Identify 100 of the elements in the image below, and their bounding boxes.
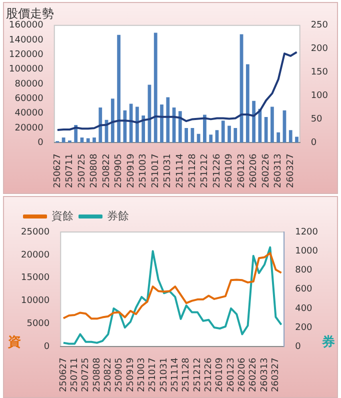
x-tick-label: 250711 <box>70 358 80 392</box>
y-tick-label: 120000 <box>8 50 44 60</box>
x-tick-label: 251031 <box>159 358 170 392</box>
y-tick-label: 25000 <box>20 227 50 238</box>
y2-tick-label: 800 <box>295 266 313 276</box>
y-tick-label: 10000 <box>20 296 50 306</box>
bar <box>86 138 90 143</box>
bar <box>246 64 250 143</box>
y-tick-label: 20000 <box>20 250 50 260</box>
bar <box>184 128 188 143</box>
x-tick-label: 251128 <box>188 153 198 188</box>
y2-tick-label: 0 <box>310 138 317 148</box>
bar <box>288 130 292 143</box>
y-tick-label: 5000 <box>26 319 50 330</box>
y2-tick-label: 0 <box>295 342 302 352</box>
bar <box>209 134 213 143</box>
bar <box>221 120 225 143</box>
x-tick-label: 260109 <box>224 153 235 188</box>
bar <box>264 116 268 143</box>
x-tick-label: 250725 <box>77 154 88 188</box>
bar <box>98 107 102 143</box>
legend-label: 券餘 <box>107 209 129 222</box>
bar <box>178 111 182 143</box>
x-tick-label: 260226 <box>248 357 259 392</box>
x-tick-label: 250905 <box>114 154 124 188</box>
bar <box>258 108 262 143</box>
bar <box>129 104 133 143</box>
y-tick-label: 60000 <box>14 94 44 104</box>
x-tick-label: 260109 <box>215 357 226 392</box>
bar <box>160 104 164 143</box>
bar <box>166 97 170 143</box>
y-tick-label: 80000 <box>14 79 44 90</box>
y-tick-label: 20000 <box>14 123 44 134</box>
x-tick-label: 251031 <box>163 154 174 188</box>
bar <box>252 100 256 143</box>
y2-tick-label: 400 <box>295 304 313 314</box>
y-tick-label: 0 <box>44 342 50 352</box>
bar <box>295 136 298 143</box>
bar <box>190 128 194 143</box>
bar <box>136 106 139 143</box>
x-tick-label: 250711 <box>65 154 76 188</box>
y2-tick-label: 100 <box>310 91 328 102</box>
x-tick-label: 260206 <box>249 153 260 188</box>
y2-tick-label: 200 <box>295 322 313 333</box>
y2-tick-label: 600 <box>295 284 313 295</box>
bar <box>123 110 127 143</box>
y2-axis-title: 券 <box>321 335 335 350</box>
x-tick-label: 250725 <box>81 358 92 392</box>
x-tick-label: 250808 <box>92 357 102 392</box>
x-tick-label: 251114 <box>170 357 180 392</box>
x-tick-label: 251128 <box>182 357 192 392</box>
bar <box>196 134 200 143</box>
bar <box>117 34 120 143</box>
y2-tick-label: 250 <box>310 20 328 31</box>
x-tick-label: 260313 <box>260 358 270 392</box>
bar <box>68 140 72 143</box>
bar <box>234 128 238 143</box>
x-tick-label: 251017 <box>150 154 161 188</box>
bar <box>270 106 274 143</box>
x-tick-label: 251226 <box>204 357 214 392</box>
y-tick-label: 140000 <box>8 35 44 46</box>
y2-tick-label: 200 <box>310 44 328 54</box>
x-tick-label: 260206 <box>238 357 248 392</box>
x-tick-label: 251003 <box>136 358 147 392</box>
x-tick-label: 260123 <box>236 154 247 188</box>
y-tick-label: 15000 <box>20 273 50 284</box>
bar <box>203 114 206 143</box>
x-tick-label: 250905 <box>114 358 125 392</box>
x-tick-label: 250808 <box>90 153 100 188</box>
y2-tick-label: 150 <box>310 68 328 78</box>
y-tick-label: 160000 <box>8 20 44 31</box>
x-tick-label: 250627 <box>52 154 63 188</box>
bar <box>154 32 158 143</box>
x-tick-label: 260313 <box>274 154 284 188</box>
y2-tick-label: 1000 <box>295 246 318 256</box>
bar <box>142 116 146 143</box>
x-tick-label: 250919 <box>126 153 136 188</box>
y2-tick-label: 50 <box>310 114 323 125</box>
x-tick-label: 251212 <box>192 358 203 392</box>
x-tick-label: 260226 <box>261 153 272 188</box>
x-tick-label: 260123 <box>226 358 236 392</box>
x-tick-label: 250822 <box>103 358 114 392</box>
x-tick-label: 251114 <box>176 153 186 188</box>
legend-label: 資餘 <box>52 209 74 222</box>
x-tick-label: 260327 <box>286 154 296 188</box>
x-tick-label: 260327 <box>271 358 282 392</box>
x-tick-label: 250919 <box>126 357 136 392</box>
y-tick-label: 0 <box>38 138 44 148</box>
bar <box>110 98 114 143</box>
x-tick-label: 251003 <box>138 154 149 188</box>
x-tick-label: 251017 <box>148 358 158 392</box>
y2-tick-label: 1200 <box>295 227 318 238</box>
bar <box>228 126 231 143</box>
chart-title: 股價走勢 <box>6 6 54 20</box>
y-axis-title: 資 <box>7 335 21 350</box>
bar <box>276 132 280 143</box>
x-tick-label: 250822 <box>102 154 112 188</box>
x-tick-label: 251212 <box>200 154 210 188</box>
x-tick-label: 250627 <box>58 358 69 392</box>
bar <box>92 138 96 143</box>
